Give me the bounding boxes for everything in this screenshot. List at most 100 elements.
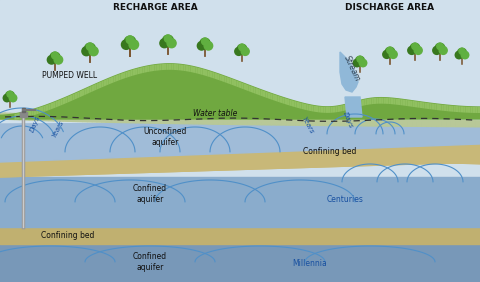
Polygon shape (335, 106, 338, 113)
Circle shape (455, 51, 463, 59)
Polygon shape (167, 64, 169, 70)
Polygon shape (121, 116, 126, 123)
Circle shape (457, 48, 467, 57)
Circle shape (54, 56, 63, 64)
Polygon shape (34, 109, 36, 115)
Circle shape (241, 47, 249, 55)
Polygon shape (451, 105, 454, 112)
Polygon shape (116, 116, 121, 123)
Polygon shape (180, 118, 184, 124)
Polygon shape (10, 113, 14, 120)
Polygon shape (51, 103, 53, 109)
Polygon shape (398, 99, 400, 105)
Polygon shape (383, 120, 388, 126)
Polygon shape (241, 82, 244, 89)
Polygon shape (391, 98, 393, 104)
Polygon shape (381, 98, 384, 104)
Polygon shape (131, 117, 136, 123)
Polygon shape (31, 109, 34, 116)
Polygon shape (267, 119, 272, 125)
Polygon shape (432, 103, 434, 110)
Circle shape (84, 43, 96, 54)
Polygon shape (478, 107, 480, 113)
Polygon shape (174, 64, 176, 70)
Polygon shape (175, 118, 180, 124)
Circle shape (82, 47, 91, 56)
Polygon shape (310, 119, 315, 125)
Polygon shape (0, 122, 480, 162)
Polygon shape (456, 121, 461, 127)
Polygon shape (125, 71, 128, 78)
Polygon shape (340, 52, 358, 92)
Bar (20, 112, 26, 117)
Polygon shape (436, 120, 441, 127)
Polygon shape (63, 115, 68, 121)
Polygon shape (388, 98, 391, 104)
Circle shape (387, 47, 393, 54)
Polygon shape (99, 81, 101, 89)
Polygon shape (14, 114, 19, 120)
Polygon shape (87, 116, 92, 122)
Polygon shape (46, 104, 48, 111)
Polygon shape (338, 106, 340, 112)
Text: Confined
aquifer: Confined aquifer (133, 252, 167, 272)
Bar (22, 108, 24, 112)
Polygon shape (213, 118, 218, 124)
Polygon shape (378, 120, 383, 126)
Circle shape (51, 52, 59, 59)
Polygon shape (83, 116, 87, 122)
Circle shape (408, 47, 416, 54)
Polygon shape (246, 84, 249, 91)
Polygon shape (451, 121, 456, 127)
Polygon shape (348, 103, 350, 110)
Polygon shape (280, 96, 282, 103)
Polygon shape (242, 118, 247, 125)
Polygon shape (152, 65, 155, 71)
Polygon shape (239, 81, 241, 88)
Polygon shape (306, 104, 309, 111)
Polygon shape (439, 104, 442, 111)
Polygon shape (94, 84, 96, 91)
Polygon shape (369, 120, 373, 126)
Circle shape (50, 52, 60, 62)
Polygon shape (286, 119, 291, 125)
Polygon shape (287, 99, 289, 105)
Circle shape (356, 56, 364, 65)
Polygon shape (219, 74, 222, 81)
Polygon shape (463, 107, 466, 113)
Polygon shape (36, 108, 38, 114)
Circle shape (89, 47, 98, 56)
Polygon shape (73, 115, 78, 122)
Polygon shape (44, 114, 48, 121)
Polygon shape (68, 96, 70, 103)
Polygon shape (194, 118, 199, 124)
Polygon shape (354, 120, 359, 126)
Polygon shape (379, 98, 381, 104)
Polygon shape (58, 115, 63, 121)
Text: Years: Years (51, 119, 65, 138)
Polygon shape (78, 116, 83, 122)
Polygon shape (285, 98, 287, 105)
Polygon shape (340, 105, 343, 112)
Text: Millennia: Millennia (293, 259, 327, 268)
Polygon shape (325, 107, 328, 113)
Circle shape (9, 94, 17, 102)
Polygon shape (252, 119, 257, 125)
Polygon shape (43, 105, 46, 112)
Polygon shape (118, 74, 120, 81)
Polygon shape (320, 119, 325, 125)
Polygon shape (441, 120, 446, 127)
Polygon shape (466, 107, 468, 113)
Text: Confined
aquifer: Confined aquifer (133, 184, 167, 204)
Polygon shape (191, 66, 193, 72)
Text: Unconfined
aquifer: Unconfined aquifer (144, 127, 187, 147)
Polygon shape (388, 120, 393, 126)
Polygon shape (92, 85, 94, 92)
Polygon shape (330, 120, 335, 125)
Text: Days: Days (29, 115, 41, 133)
Polygon shape (429, 103, 432, 109)
Circle shape (433, 47, 441, 54)
Polygon shape (415, 101, 417, 107)
Polygon shape (164, 64, 167, 70)
Polygon shape (412, 120, 417, 126)
